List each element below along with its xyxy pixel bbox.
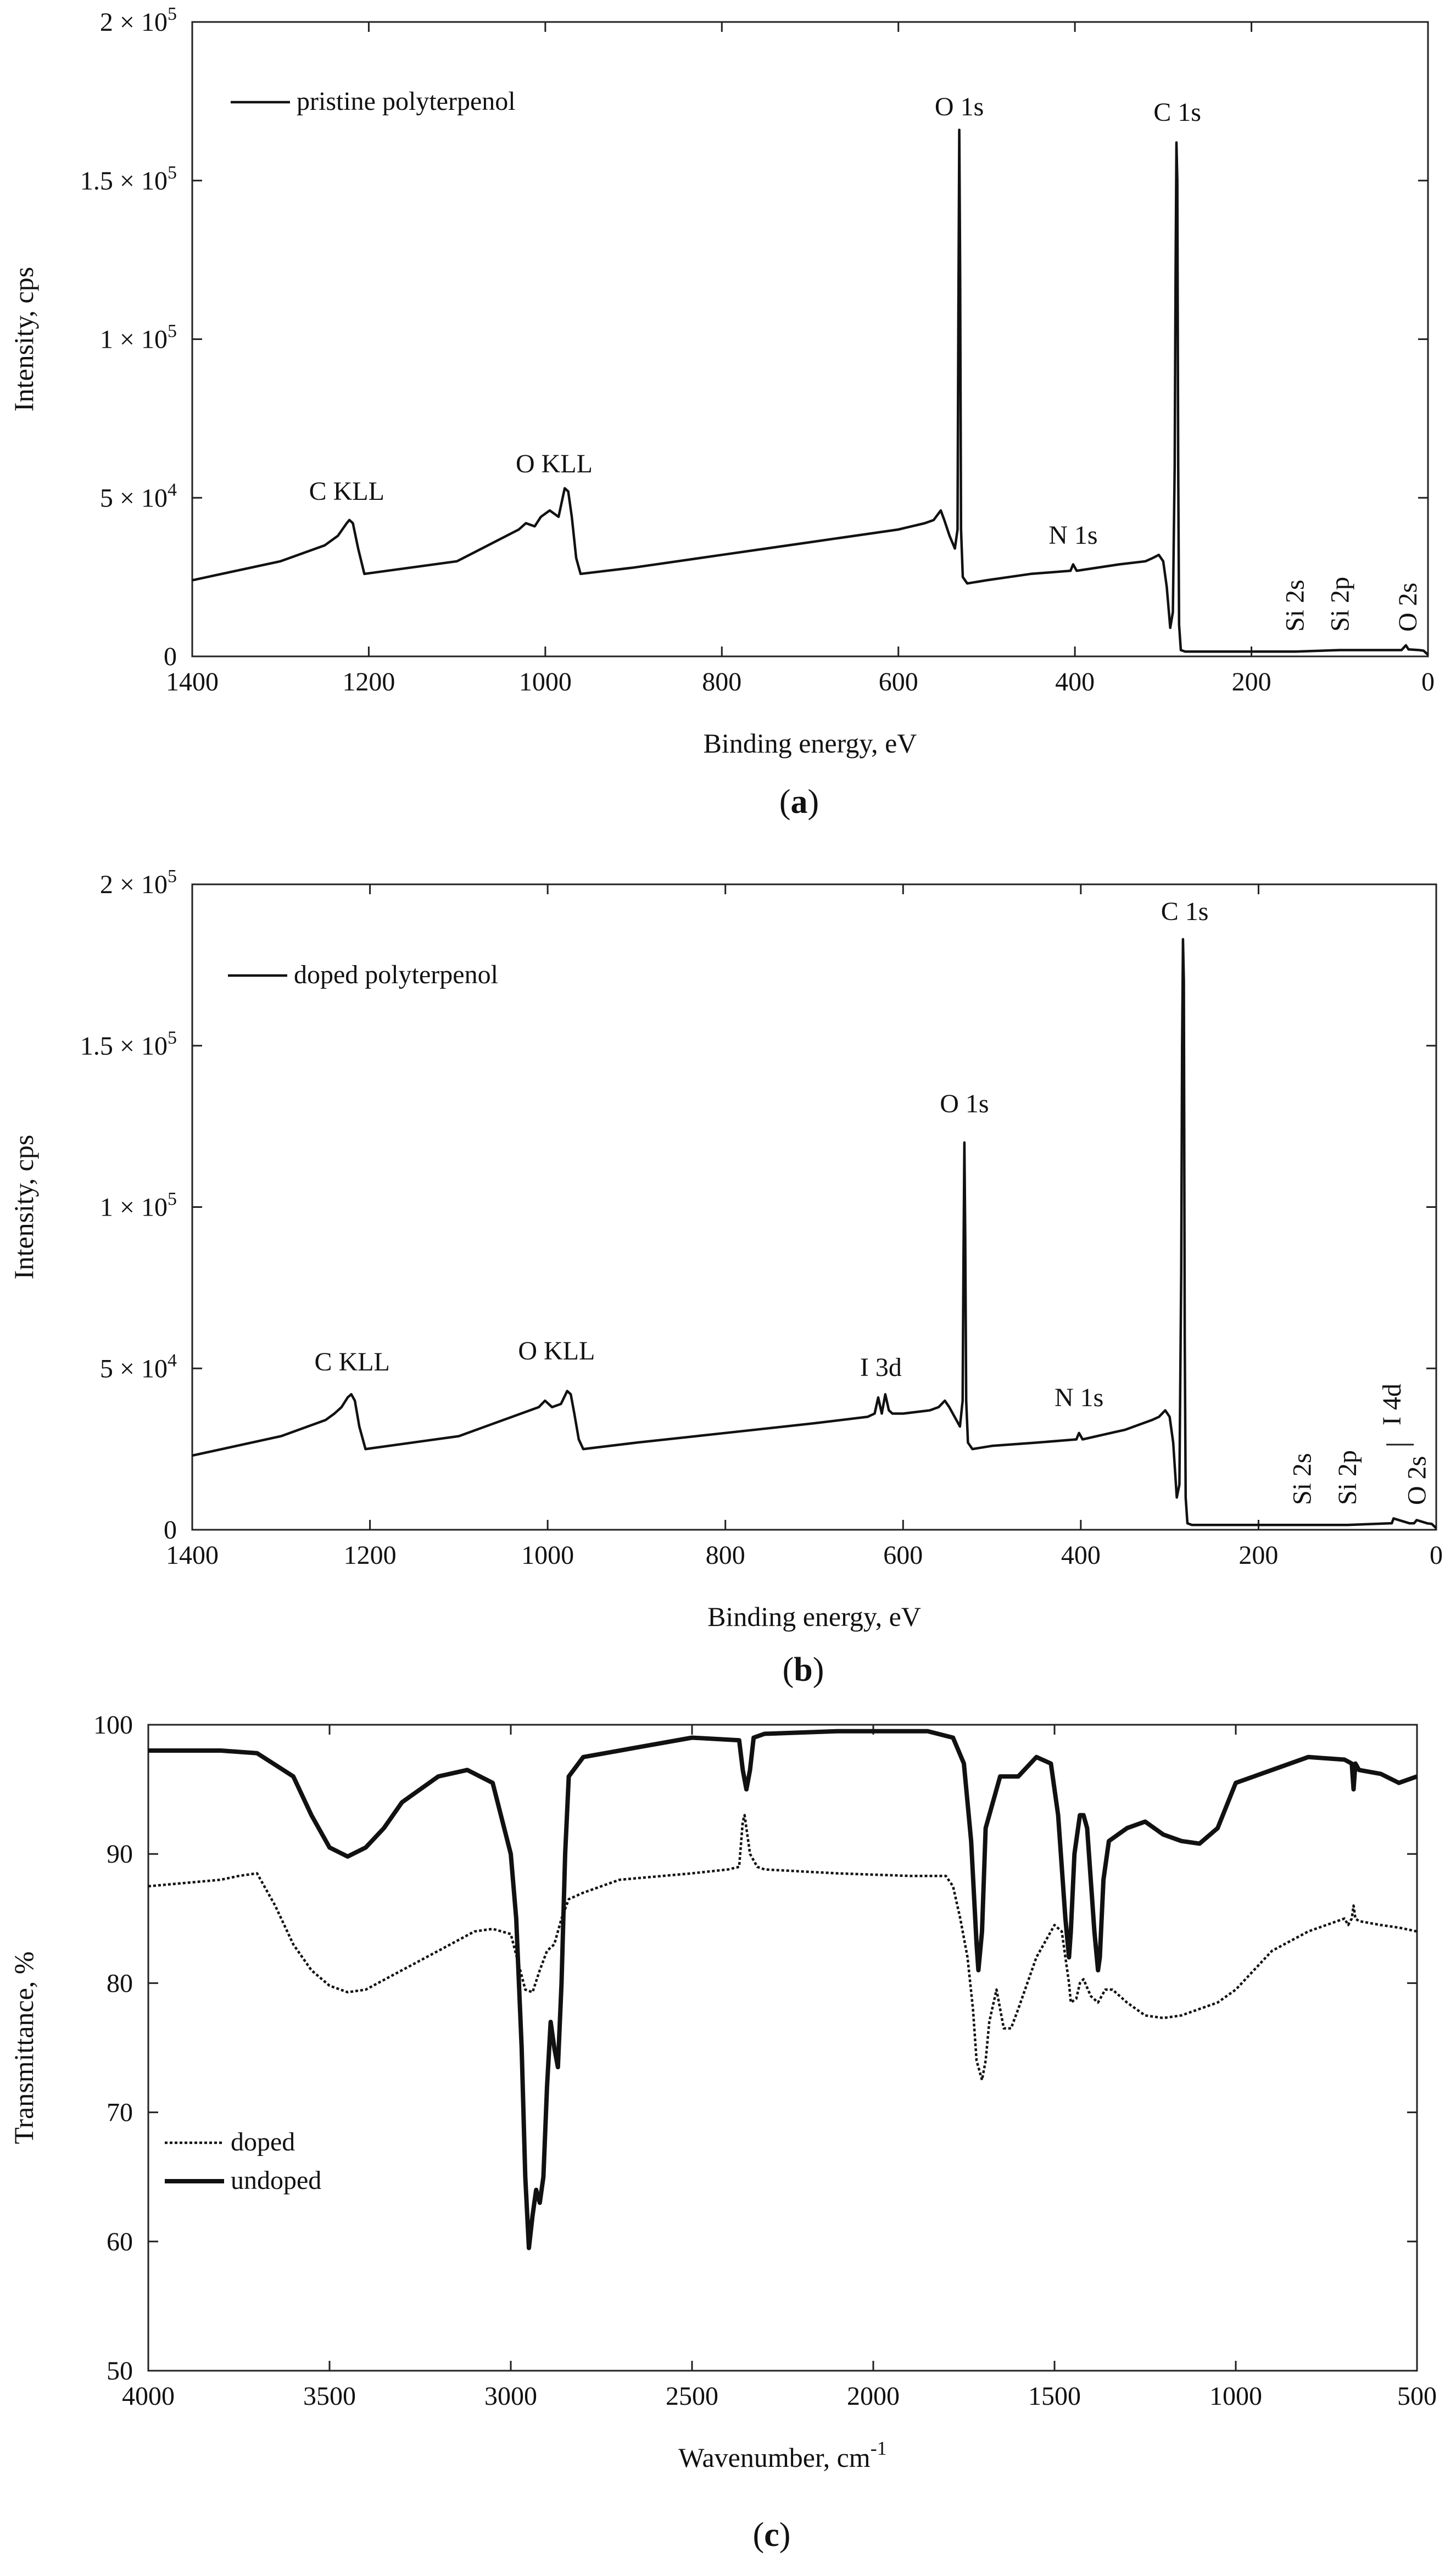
x-tick-label: 0 bbox=[1430, 1541, 1443, 1570]
x-tick-label: 3500 bbox=[303, 2382, 356, 2411]
peak-label: O KLL bbox=[516, 449, 593, 478]
plot-frame bbox=[147, 1724, 1418, 2372]
peak-label: Si 2s bbox=[1288, 1453, 1317, 1505]
chart-panel-a: 1400 1200 1000 800 600 400 200 0 0 5 × 104 1 × 105… bbox=[8, 4, 1435, 821]
x-tick-label: 1200 bbox=[344, 1541, 397, 1570]
panel-caption: (a) bbox=[779, 783, 819, 821]
peak-label: O 1s bbox=[935, 92, 984, 121]
y-tick-label: 0 bbox=[164, 642, 177, 671]
y-tick-label: 50 bbox=[107, 2356, 133, 2386]
panel-caption: (b) bbox=[783, 1651, 824, 1688]
x-tick-label: 200 bbox=[1239, 1541, 1278, 1570]
peak-label: C KLL bbox=[315, 1347, 390, 1377]
x-tick-label: 2500 bbox=[666, 2382, 718, 2411]
y-axis-label: Transmittance, % bbox=[8, 1952, 39, 2144]
x-tick-label: 800 bbox=[702, 667, 741, 696]
x-tick-label: 0 bbox=[1421, 667, 1435, 696]
peak-label: Si 2p bbox=[1325, 577, 1354, 632]
peak-label: O 1s bbox=[940, 1089, 989, 1118]
y-tick-label: 2 × 105 bbox=[100, 4, 177, 37]
x-axis-label: Binding energy, eV bbox=[707, 1601, 921, 1632]
x-tick-label: 1400 bbox=[166, 667, 219, 696]
x-tick-label: 600 bbox=[879, 667, 918, 696]
y-tick-label: 2 × 105 bbox=[100, 866, 177, 899]
y-tick-label: 90 bbox=[107, 1840, 133, 1869]
x-axis-label: Binding energy, eV bbox=[704, 728, 917, 759]
x-tick-label: 4000 bbox=[122, 2382, 175, 2411]
peak-label: C KLL bbox=[309, 477, 384, 506]
x-tick-label: 1400 bbox=[166, 1541, 219, 1570]
peak-label: O KLL bbox=[518, 1336, 595, 1366]
y-axis-label: Intensity, cps bbox=[8, 267, 39, 411]
x-tick-label: 400 bbox=[1055, 667, 1095, 696]
peak-label: O 2s bbox=[1402, 1456, 1431, 1505]
series-line-pristine-polyterpenol bbox=[192, 129, 1429, 656]
peak-label: I 3d bbox=[860, 1353, 902, 1382]
legend-label: doped polyterpenol bbox=[294, 960, 498, 989]
y-tick-label: 1.5 × 105 bbox=[80, 163, 177, 196]
x-tick-label: 1200 bbox=[342, 667, 395, 696]
peak-label: N 1s bbox=[1055, 1383, 1103, 1412]
y-tick-label: 5 × 104 bbox=[100, 480, 177, 512]
y-tick-label: 100 bbox=[93, 1710, 133, 1740]
x-tick-label: 400 bbox=[1061, 1541, 1101, 1570]
y-tick-label: 60 bbox=[107, 2227, 133, 2256]
x-tick-label: 1500 bbox=[1028, 2382, 1081, 2411]
y-tick-label: 5 × 104 bbox=[100, 1350, 177, 1383]
series-line-doped-polyterpenol bbox=[192, 938, 1437, 1529]
peak-label: I 4d bbox=[1377, 1384, 1407, 1425]
peak-label: N 1s bbox=[1048, 521, 1097, 550]
y-tick-label: 0 bbox=[164, 1515, 177, 1545]
x-tick-label: 3000 bbox=[484, 2382, 537, 2411]
legend-label: doped bbox=[231, 2127, 295, 2156]
x-tick-label: 600 bbox=[883, 1541, 923, 1570]
x-tick-label: 800 bbox=[706, 1541, 745, 1570]
x-tick-label: 1000 bbox=[519, 667, 572, 696]
peak-label: Si 2p bbox=[1333, 1450, 1362, 1505]
peak-label: O 2s bbox=[1393, 583, 1422, 632]
y-tick-label: 70 bbox=[107, 2098, 133, 2127]
series-line-undoped bbox=[148, 1729, 1418, 2250]
legend-label: undoped bbox=[231, 2166, 321, 2195]
legend-label: pristine polyterpenol bbox=[297, 87, 516, 116]
y-tick-label: 1 × 105 bbox=[100, 1189, 177, 1222]
x-tick-label: 500 bbox=[1397, 2382, 1437, 2411]
plot-frame bbox=[191, 21, 1429, 657]
x-axis-label: Wavenumber, cm-1 bbox=[678, 2437, 886, 2473]
peak-label: C 1s bbox=[1161, 897, 1209, 926]
chart-panel-c: 4000 3500 3000 2500 2000 1500 1000 500 50 60 70 80 9… bbox=[8, 1710, 1437, 2554]
y-tick-label: 1 × 105 bbox=[100, 321, 177, 354]
chart-panel-b: 1400 1200 1000 800 600 400 200 0 0 5 × 104 1 × 105… bbox=[8, 866, 1443, 1688]
y-tick-label: 80 bbox=[107, 1969, 133, 1998]
panel-caption: (c) bbox=[753, 2516, 791, 2554]
x-tick-label: 200 bbox=[1232, 667, 1271, 696]
peak-label: Si 2s bbox=[1280, 579, 1309, 632]
x-tick-label: 2000 bbox=[847, 2382, 900, 2411]
peak-label: C 1s bbox=[1153, 98, 1201, 127]
x-tick-label: 1000 bbox=[1209, 2382, 1262, 2411]
x-tick-label: 1000 bbox=[521, 1541, 574, 1570]
y-tick-label: 1.5 × 105 bbox=[80, 1028, 177, 1061]
y-axis-label: Intensity, cps bbox=[8, 1135, 39, 1279]
series-line-doped bbox=[148, 1814, 1418, 2082]
